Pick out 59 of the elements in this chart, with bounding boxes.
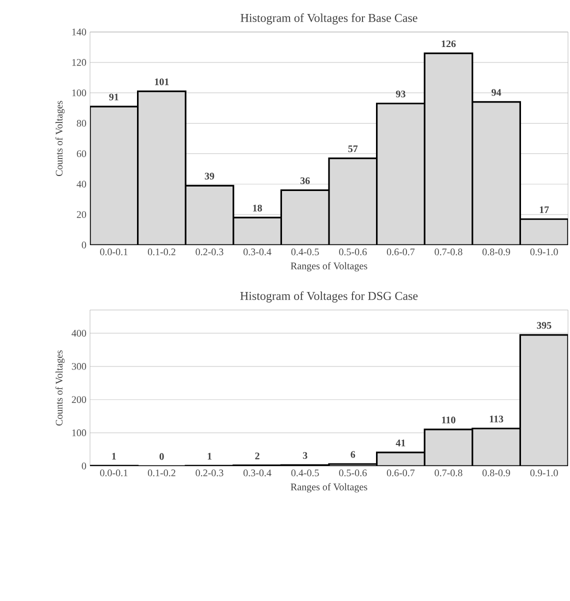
y-tick-label: 80 [76,120,86,127]
x-tick-label: 0.0-0.1 [100,470,128,476]
data-label: 101 [155,78,169,86]
y-tick-label: 120 [72,59,86,66]
data-label: 3 [302,452,308,459]
data-label: 57 [348,145,358,152]
x-tick-label: 0.1-0.2 [148,248,176,256]
x-tick-label: 0.6-0.7 [386,470,415,476]
data-label: 6 [350,451,356,458]
data-label: 1 [208,452,212,460]
x-tick-label: 0.3-0.4 [244,248,272,256]
x-tick-label: 0.0-0.1 [100,248,128,256]
chart-title: Histogram of Voltages for DSG Case [240,291,418,302]
x-tick-label: 0.9-1.0 [530,470,558,476]
y-tick-label: 0 [82,242,86,248]
data-label: 17 [540,206,549,213]
x-tick-label: 0.8-0.9 [482,248,510,256]
x-tick-label: 0.4-0.5 [291,470,319,476]
data-label: 395 [536,322,552,329]
y-tick-label: 200 [72,396,86,403]
data-label: 36 [300,177,310,184]
y-tick-label: 100 [72,89,86,96]
x-tick-label: 0.5-0.6 [339,248,367,256]
x-tick-label: 0.2-0.3 [196,470,224,476]
y-tick-label: 140 [72,28,86,36]
data-label: 110 [442,416,456,424]
data-label: 0 [160,453,164,460]
x-tick-label: 0.5-0.6 [339,470,367,476]
x-tick-label: 0.8-0.9 [482,470,510,476]
data-label: 1 [112,452,116,460]
chart-title: Histogram of Voltages for Base Case [240,13,418,24]
data-label: 41 [396,440,406,446]
x-tick-label: 0.6-0.7 [386,248,415,256]
y-tick-label: 100 [72,429,86,436]
x-tick-label: 0.2-0.3 [196,248,224,256]
data-label: 18 [253,204,262,212]
y-tick-label: 40 [76,180,86,188]
y-tick-label: 20 [76,211,86,218]
x-tick-label: 0.3-0.4 [244,470,272,476]
x-tick-label: 0.7-0.8 [434,248,462,256]
data-label: 94 [492,89,502,96]
data-label: 2 [255,452,260,460]
y-tick-label: 60 [76,150,86,158]
y-tick-label: 300 [72,363,86,370]
y-axis-title: Counts of Voltages [55,350,65,426]
x-tick-label: 0.7-0.8 [434,470,462,476]
x-axis-title: Ranges of Voltages [290,483,368,492]
x-tick-label: 0.1-0.2 [148,470,176,476]
y-tick-label: 0 [82,462,86,470]
data-label: 126 [442,40,456,48]
y-tick-label: 400 [72,330,86,337]
y-axis-title: Counts of Voltages [55,100,65,176]
x-axis-title: Ranges of Voltages [290,262,368,272]
data-label: 93 [396,90,406,98]
data-label: 39 [204,172,214,180]
x-tick-label: 0.4-0.5 [291,248,319,256]
x-tick-label: 0.9-1.0 [530,248,558,256]
data-label: 91 [109,94,118,100]
data-label: 113 [490,416,504,422]
